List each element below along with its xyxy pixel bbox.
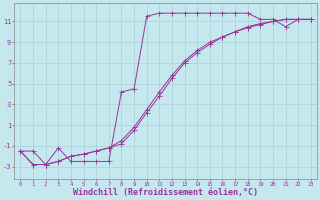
X-axis label: Windchill (Refroidissement éolien,°C): Windchill (Refroidissement éolien,°C) [73,188,258,197]
